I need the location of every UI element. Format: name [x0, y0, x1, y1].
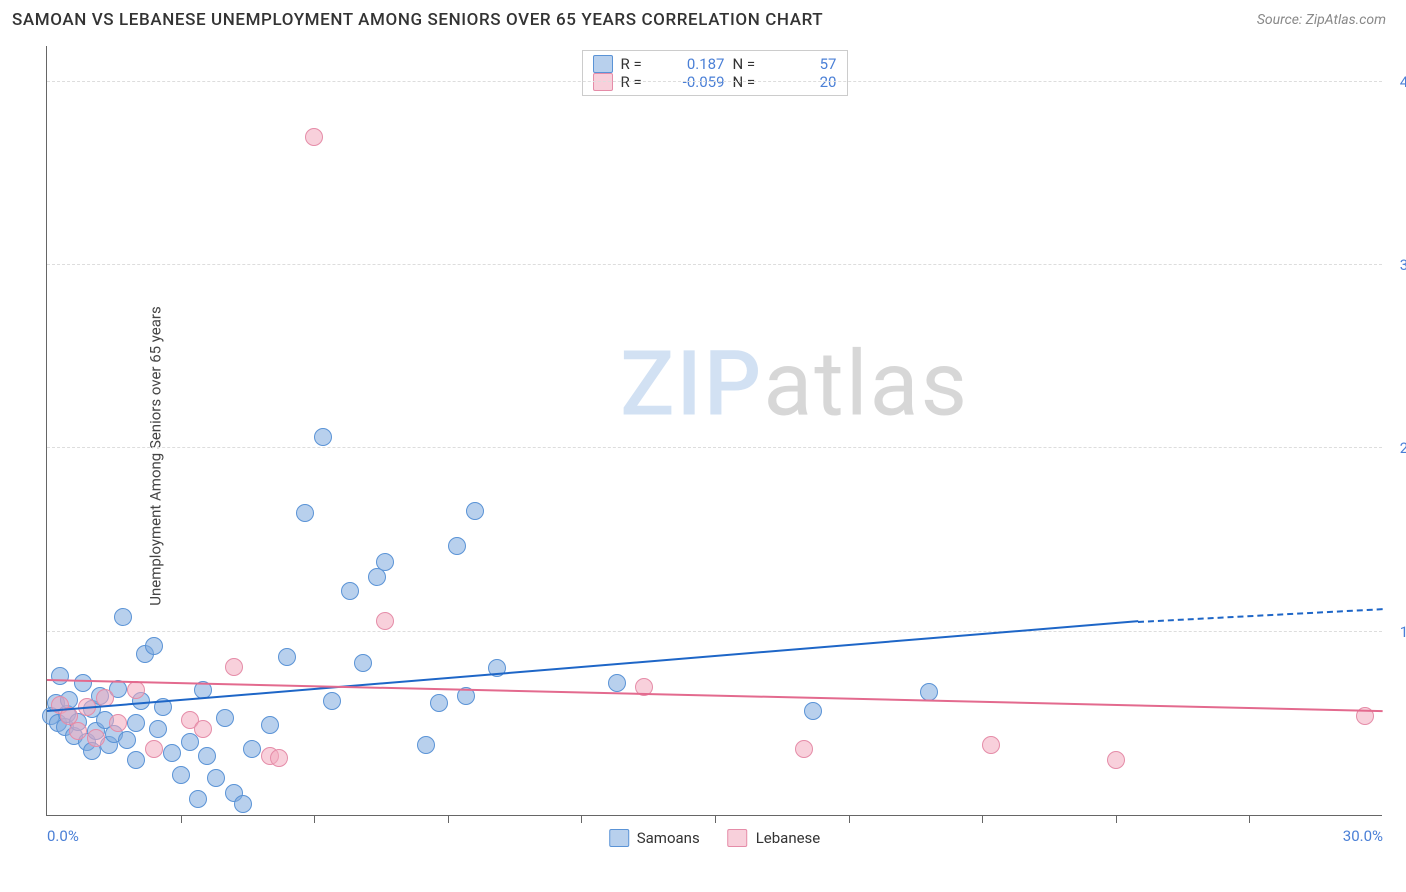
data-point	[608, 674, 626, 692]
legend-swatch	[593, 55, 613, 73]
data-point	[376, 612, 394, 630]
data-point	[69, 722, 87, 740]
chart-container: Unemployment Among Seniors over 65 years…	[0, 36, 1406, 876]
data-point	[314, 428, 332, 446]
data-point	[376, 553, 394, 571]
x-tick	[181, 815, 182, 823]
r-value: -0.059	[669, 73, 725, 91]
data-point	[234, 795, 252, 813]
regression-line	[47, 621, 1138, 713]
data-point	[417, 736, 435, 754]
data-point	[198, 747, 216, 765]
regression-line	[1138, 608, 1383, 623]
data-point	[795, 740, 813, 758]
legend-label: Lebanese	[756, 829, 821, 847]
y-tick-label: 10.0%	[1400, 623, 1406, 641]
data-point	[225, 658, 243, 676]
x-tick	[849, 815, 850, 823]
legend-stat-row: R = 0.187 N = 57	[593, 55, 837, 73]
data-point	[278, 648, 296, 666]
r-value: 0.187	[669, 55, 725, 73]
data-point	[305, 128, 323, 146]
legend-stat-row: R = -0.059 N = 20	[593, 73, 837, 91]
n-label: N =	[733, 55, 773, 73]
data-point	[982, 736, 1000, 754]
data-point	[466, 502, 484, 520]
data-point	[261, 716, 279, 734]
data-point	[270, 749, 288, 767]
y-tick-label: 30.0%	[1400, 256, 1406, 274]
data-point	[149, 720, 167, 738]
legend-item: Samoans	[609, 829, 700, 847]
data-point	[323, 692, 341, 710]
chart-title: SAMOAN VS LEBANESE UNEMPLOYMENT AMONG SE…	[12, 10, 823, 30]
n-value: 20	[781, 73, 837, 91]
data-point	[114, 608, 132, 626]
data-point	[74, 674, 92, 692]
x-tick	[1249, 815, 1250, 823]
chart-header: SAMOAN VS LEBANESE UNEMPLOYMENT AMONG SE…	[0, 0, 1406, 36]
gridline	[47, 447, 1382, 448]
x-tick	[314, 815, 315, 823]
data-point	[189, 790, 207, 808]
data-point	[163, 744, 181, 762]
legend-item: Lebanese	[728, 829, 821, 847]
r-label: R =	[621, 73, 661, 91]
source-name: ZipAtlas.com	[1306, 12, 1386, 28]
legend-swatch	[609, 829, 629, 847]
source-prefix: Source:	[1257, 12, 1306, 28]
data-point	[109, 714, 127, 732]
data-point	[127, 751, 145, 769]
data-point	[448, 537, 466, 555]
data-point	[216, 709, 234, 727]
data-point	[207, 769, 225, 787]
n-label: N =	[733, 73, 773, 91]
gridline	[47, 264, 1382, 265]
n-value: 57	[781, 55, 837, 73]
legend-swatch	[728, 829, 748, 847]
watermark-zip: ZIP	[620, 332, 763, 437]
data-point	[296, 504, 314, 522]
stats-legend: R = 0.187 N = 57 R = -0.059 N = 20	[582, 50, 848, 96]
data-point	[127, 714, 145, 732]
x-tick	[982, 815, 983, 823]
watermark: ZIPatlas	[620, 332, 969, 437]
data-point	[145, 740, 163, 758]
legend-swatch	[593, 73, 613, 91]
data-point	[194, 720, 212, 738]
data-point	[118, 731, 136, 749]
y-tick-label: 40.0%	[1400, 73, 1406, 91]
r-label: R =	[621, 55, 661, 73]
series-legend: Samoans Lebanese	[609, 829, 821, 847]
gridline	[47, 631, 1382, 632]
data-point	[172, 766, 190, 784]
x-tick	[1116, 815, 1117, 823]
data-point	[341, 582, 359, 600]
data-point	[243, 740, 261, 758]
data-point	[127, 681, 145, 699]
data-point	[51, 667, 69, 685]
x-tick-label: 0.0%	[47, 827, 79, 845]
gridline	[47, 81, 1382, 82]
x-tick-label: 30.0%	[1343, 827, 1383, 845]
data-point	[87, 729, 105, 747]
regression-line	[47, 679, 1383, 712]
data-point	[354, 654, 372, 672]
source-attribution: Source: ZipAtlas.com	[1257, 12, 1386, 28]
x-tick	[581, 815, 582, 823]
data-point	[430, 694, 448, 712]
x-tick	[448, 815, 449, 823]
y-tick-label: 20.0%	[1400, 439, 1406, 457]
data-point	[1107, 751, 1125, 769]
legend-label: Samoans	[637, 829, 700, 847]
plot-area: ZIPatlas R =0.187N =57R =-0.059N =20 Sam…	[46, 46, 1382, 816]
data-point	[804, 702, 822, 720]
watermark-atlas: atlas	[763, 332, 969, 437]
data-point	[145, 637, 163, 655]
x-tick	[715, 815, 716, 823]
